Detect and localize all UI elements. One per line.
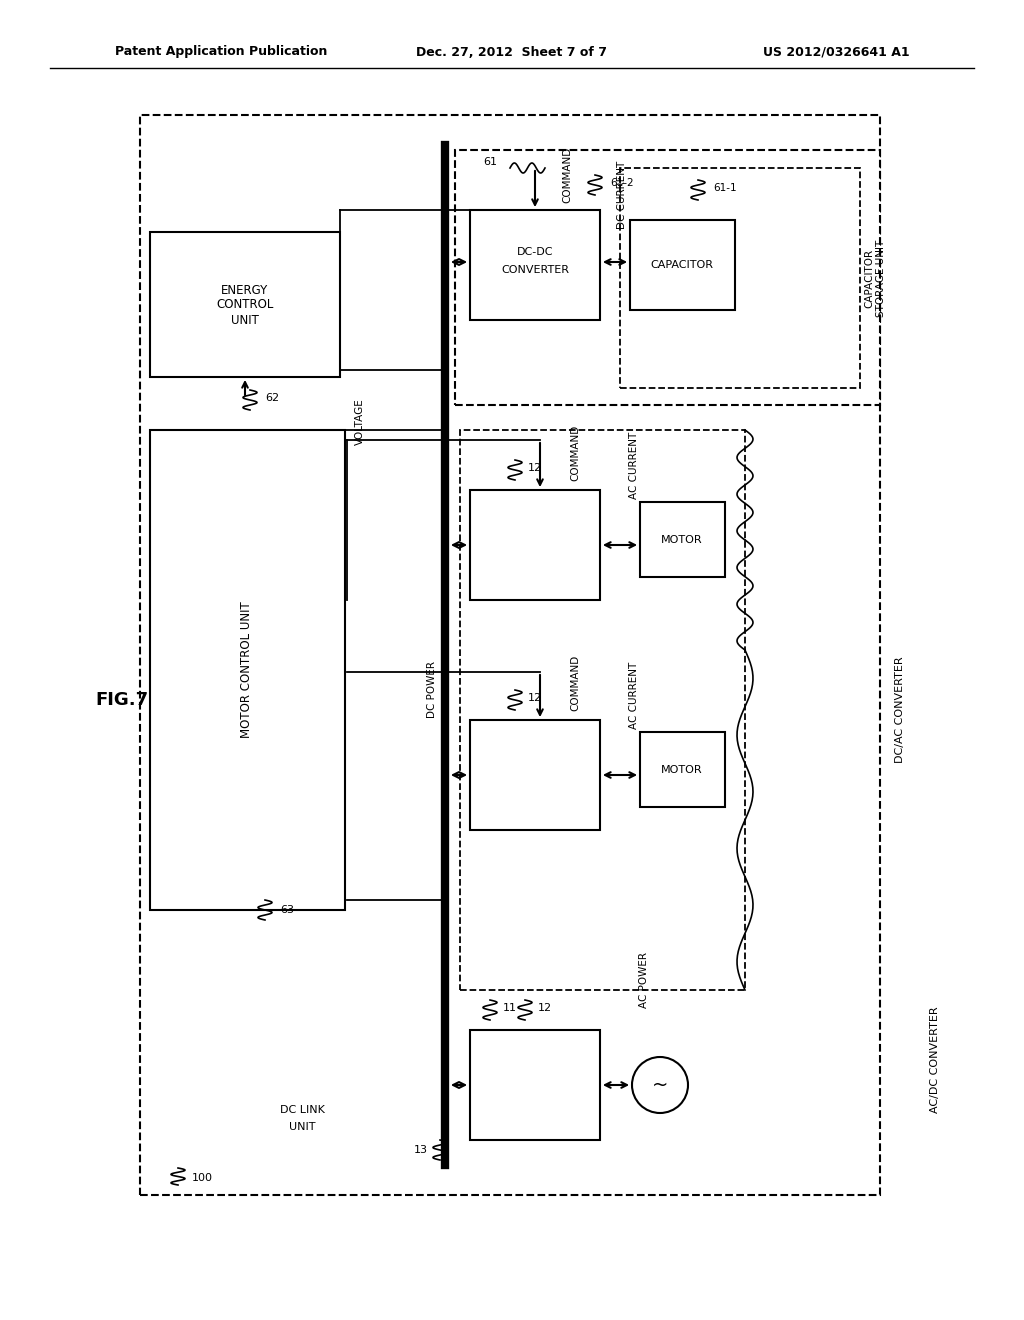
Text: COMMAND: COMMAND (570, 425, 580, 480)
Text: 100: 100 (193, 1173, 213, 1183)
Text: MOTOR: MOTOR (662, 535, 702, 545)
Bar (630, 220, 735, 310)
Text: MOTOR CONTROL UNIT: MOTOR CONTROL UNIT (241, 602, 254, 738)
Text: 61-1: 61-1 (713, 183, 736, 193)
Text: 63: 63 (280, 906, 294, 915)
Text: DC CURRENT: DC CURRENT (617, 161, 627, 230)
Text: DC POWER: DC POWER (427, 661, 437, 718)
Text: UNIT: UNIT (289, 1122, 315, 1133)
Text: DC/AC CONVERTER: DC/AC CONVERTER (895, 656, 905, 763)
Text: CAPACITOR: CAPACITOR (650, 260, 714, 271)
Text: 62: 62 (265, 393, 280, 403)
Text: MOTOR: MOTOR (662, 766, 702, 775)
Bar (640, 733, 725, 807)
Bar (470, 1030, 600, 1140)
Text: COMMAND: COMMAND (570, 655, 580, 711)
Bar (470, 210, 600, 319)
Bar (640, 502, 725, 577)
Text: DC LINK: DC LINK (280, 1105, 325, 1115)
Bar (470, 490, 600, 601)
Text: AC POWER: AC POWER (639, 952, 649, 1008)
Text: DC-DC: DC-DC (517, 247, 553, 257)
Text: 61-2: 61-2 (610, 178, 634, 187)
Text: 12: 12 (538, 1003, 552, 1012)
Text: 12: 12 (528, 693, 542, 704)
Bar (470, 719, 600, 830)
Text: 11: 11 (503, 1003, 517, 1012)
Text: VOLTAGE: VOLTAGE (355, 399, 365, 445)
Text: CONVERTER: CONVERTER (501, 265, 569, 275)
Bar (460, 430, 745, 990)
Text: AC/DC CONVERTER: AC/DC CONVERTER (930, 1007, 940, 1113)
Text: COMMAND: COMMAND (562, 147, 572, 203)
Text: US 2012/0326641 A1: US 2012/0326641 A1 (763, 45, 910, 58)
Text: AC CURRENT: AC CURRENT (629, 661, 639, 729)
Text: CAPACITOR
STORAGE UNIT: CAPACITOR STORAGE UNIT (864, 239, 886, 317)
Text: FIG.7: FIG.7 (95, 690, 148, 709)
Text: 13: 13 (414, 1144, 428, 1155)
Text: Dec. 27, 2012  Sheet 7 of 7: Dec. 27, 2012 Sheet 7 of 7 (417, 45, 607, 58)
Text: AC CURRENT: AC CURRENT (629, 432, 639, 499)
Text: ~: ~ (652, 1076, 669, 1094)
Text: 12: 12 (528, 463, 542, 473)
Bar (620, 168, 860, 388)
Bar (150, 232, 340, 378)
Bar (150, 430, 345, 909)
Text: 61: 61 (483, 157, 497, 168)
Bar (140, 115, 880, 1195)
Bar (455, 150, 880, 405)
Text: Patent Application Publication: Patent Application Publication (115, 45, 328, 58)
Text: ENERGY
CONTROL
UNIT: ENERGY CONTROL UNIT (216, 284, 273, 326)
